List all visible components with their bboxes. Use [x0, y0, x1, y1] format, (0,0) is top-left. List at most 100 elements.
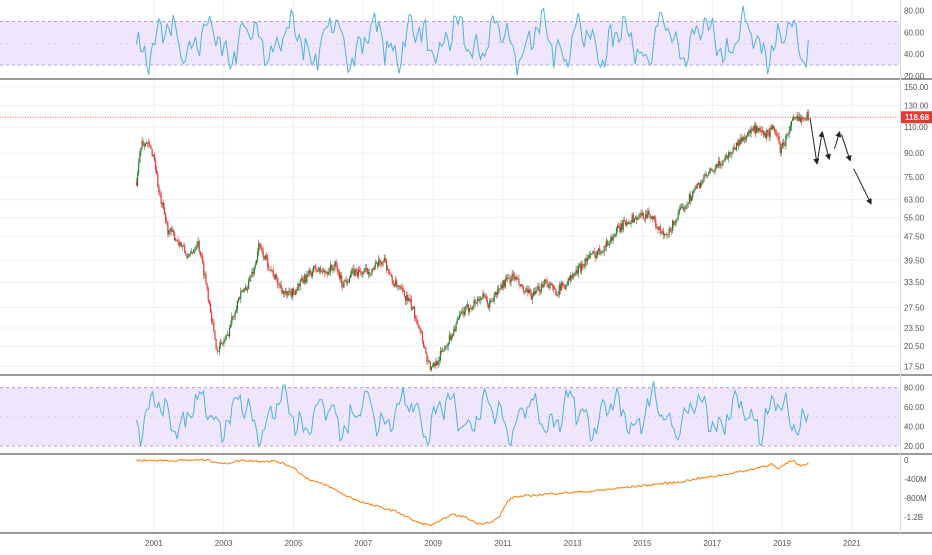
candle-body — [466, 304, 468, 306]
candle-body — [619, 227, 621, 232]
candle-body — [640, 213, 642, 216]
candle-body — [176, 239, 178, 241]
candle-body — [344, 280, 346, 282]
candle-body — [474, 299, 476, 304]
candle-body — [157, 173, 159, 187]
candle-body — [738, 140, 740, 146]
candle-body — [289, 290, 291, 292]
candle-body — [547, 283, 549, 288]
x-tick-label-2007: 2007 — [354, 539, 372, 548]
candle-body — [472, 305, 474, 310]
candle-body — [305, 274, 307, 283]
candle-body — [558, 284, 560, 295]
candle-body — [680, 207, 683, 209]
candle-body — [647, 210, 649, 219]
candle-body — [684, 208, 686, 211]
candle-body — [193, 249, 195, 254]
candle-body — [204, 274, 206, 276]
candle-body — [433, 363, 435, 367]
candle-body — [677, 213, 679, 219]
candle-body — [225, 334, 227, 340]
candle-body — [489, 300, 491, 308]
candle-body — [283, 291, 286, 293]
candle-body — [369, 272, 371, 275]
candle-body — [689, 194, 692, 201]
candle-body — [406, 295, 408, 301]
candle-body — [320, 271, 323, 273]
candle-body — [691, 197, 693, 201]
oscillator-top-tick-label: 80.00 — [904, 7, 925, 16]
candle-body — [521, 284, 523, 287]
candle-body — [739, 140, 741, 144]
price-axis[interactable]: 118.68 20.00 40.00 60.00 80.00 17.50 20.50 23.5… — [901, 7, 932, 522]
candle-body — [138, 162, 140, 174]
candle-body — [674, 223, 676, 225]
x-tick-label-2009: 2009 — [424, 539, 442, 548]
x-tick-label-2005: 2005 — [285, 539, 303, 548]
candle-body — [676, 218, 678, 221]
candle-body — [249, 278, 251, 282]
candle-body — [236, 300, 238, 310]
candle-body — [559, 284, 562, 291]
candle-body — [184, 245, 186, 253]
candle-body — [481, 297, 483, 299]
candle-body — [564, 285, 566, 290]
candle-body — [228, 328, 231, 337]
candle-body — [250, 276, 252, 279]
candle-body — [378, 259, 380, 267]
candle-body — [574, 274, 576, 276]
projection-arrow-1[interactable] — [809, 117, 820, 165]
candle-body — [408, 298, 410, 302]
candle-body — [804, 119, 806, 120]
candle-body — [588, 255, 591, 258]
price-panel[interactable] — [0, 86, 900, 372]
projection-arrow-5[interactable] — [840, 134, 852, 162]
oscillator-bottom-panel[interactable] — [0, 381, 900, 449]
candle-body — [492, 300, 494, 302]
candle-body — [418, 325, 420, 329]
candle-body — [572, 273, 574, 278]
candle-body — [350, 274, 352, 278]
candle-body — [769, 127, 771, 137]
candle-body — [512, 273, 514, 277]
candle-body — [292, 288, 295, 294]
candle-body — [602, 251, 604, 253]
candle-body — [170, 228, 172, 232]
price-tick-label: 55.00 — [904, 213, 925, 222]
candle-body — [745, 135, 748, 139]
candle-body — [584, 258, 586, 267]
projection-arrow-4[interactable] — [833, 130, 842, 150]
candle-body — [453, 328, 455, 335]
candle-body — [246, 288, 249, 291]
candle-body — [634, 217, 637, 219]
candle-body — [516, 277, 518, 280]
candle-body — [175, 239, 177, 241]
candle-body — [199, 251, 201, 256]
candle-body — [335, 261, 337, 266]
oscillator-top-panel[interactable] — [0, 5, 900, 76]
price-tick-label: 150.00 — [904, 83, 929, 92]
projection-arrow-2[interactable] — [816, 130, 825, 164]
candle-body — [661, 231, 664, 233]
candle-body — [267, 257, 269, 267]
projection-arrow-6[interactable] — [853, 168, 872, 205]
candle-body — [186, 253, 188, 259]
last-price-tag[interactable] — [901, 111, 932, 124]
candle-body — [237, 298, 240, 301]
candle-body — [510, 280, 512, 283]
candle-body — [618, 226, 620, 228]
candle-body — [310, 273, 313, 277]
candle-body — [364, 268, 366, 272]
candle-body — [415, 318, 417, 319]
cumulative-volume-panel[interactable] — [136, 458, 809, 527]
panel-dividers[interactable] — [0, 0, 932, 534]
candle-body — [448, 335, 450, 344]
projection-arrow-3[interactable] — [821, 131, 831, 161]
candle-body — [440, 350, 443, 352]
candle-body — [159, 192, 161, 196]
time-axis[interactable]: 2001 2003 2005 2007 2009 2011 2013 2015 2017 2019… — [145, 539, 861, 548]
x-tick-label-2017: 2017 — [703, 539, 721, 548]
candle-body — [751, 128, 753, 130]
candle-body — [245, 287, 247, 291]
candle-body — [144, 143, 147, 147]
